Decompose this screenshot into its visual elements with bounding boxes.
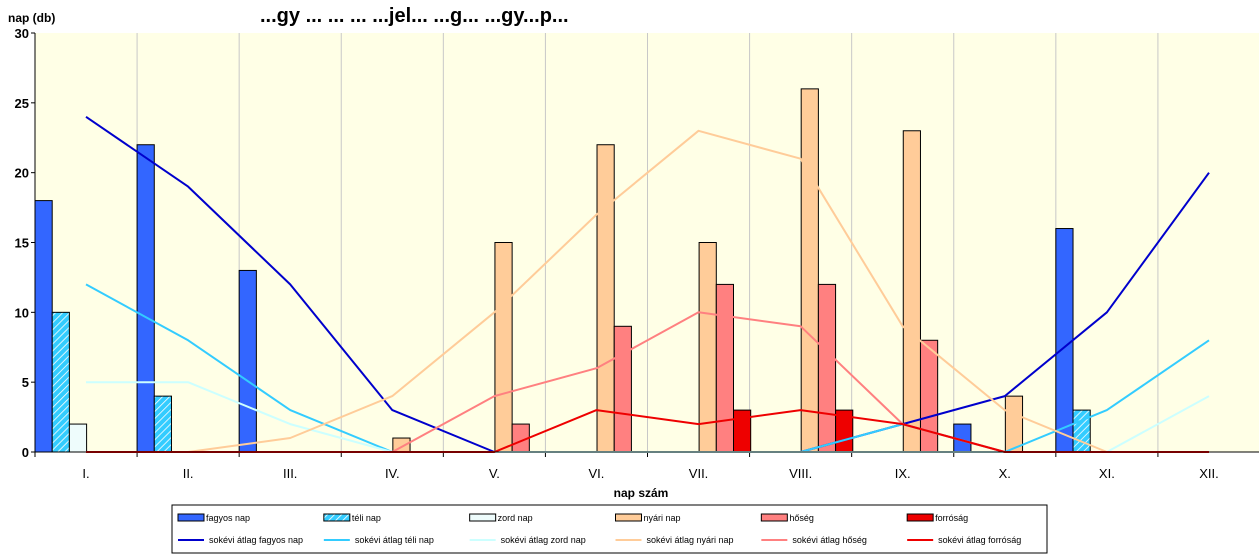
bar-téli-nap (1072, 409, 1091, 453)
x-tick-label: I. (82, 466, 89, 481)
legend-swatch-hőség (760, 513, 788, 522)
bar-fagyos-nap (136, 144, 155, 453)
legend-label-téli-nap: téli nap (352, 513, 381, 523)
legend-label-sokévi-átlag-téli-nap: sokévi átlag téli nap (355, 535, 434, 545)
chart-title: ...gy ... ... ... ...jel... ...g... ...g… (260, 5, 569, 27)
bar-hőség (817, 283, 837, 453)
legend-label-sokévi-átlag-fagyos-nap: sokévi átlag fagyos nap (209, 535, 303, 545)
x-tick-label: IV. (385, 466, 400, 481)
legend-swatch-téli-nap (323, 513, 351, 522)
bar-nyári-nap (800, 88, 819, 453)
bar-téli-nap (51, 311, 70, 453)
y-tick-label: 25 (15, 96, 29, 111)
bar-fagyos-nap (34, 200, 53, 453)
line-sokévi-átlag-nyári-nap (86, 129, 1209, 453)
y-tick-label: 0 (22, 445, 29, 460)
legend: fagyos nap téli nap zord nap nyári nap hőség… (171, 504, 1048, 554)
x-tick-label: XII. (1199, 466, 1219, 481)
x-tick-label: IX. (895, 466, 911, 481)
y-tick-label: 10 (15, 305, 29, 320)
legend-label-sokévi-átlag-forróság: sokévi átlag forróság (938, 535, 1021, 545)
x-tick-label: VIII. (789, 466, 812, 481)
legend-label-sokévi-átlag-zord-nap: sokévi átlag zord nap (501, 535, 586, 545)
bar-nyári-nap (596, 144, 615, 453)
x-tick-label: VII. (689, 466, 709, 481)
x-tick-label: II. (183, 466, 194, 481)
x-tick-label: V. (489, 466, 500, 481)
bar-hőség (715, 283, 734, 453)
x-axis-label: nap szám (614, 486, 669, 500)
bar-nyári-nap (1004, 395, 1024, 453)
bar-hőség (919, 339, 939, 453)
bar-zord-nap (68, 423, 88, 453)
bar-nyári-nap (698, 242, 717, 453)
legend-label-hőség: hőség (789, 513, 814, 523)
legend-label-nyári-nap: nyári nap (644, 513, 681, 523)
y-tick-label: 20 (15, 166, 29, 181)
bar-fagyos-nap (238, 269, 257, 453)
legend-box (171, 504, 1048, 554)
x-tick-label: XI. (1099, 466, 1115, 481)
bar-hőség (613, 325, 632, 453)
legend-swatch-nyári-nap (615, 513, 642, 522)
legend-swatch-zord-nap (469, 513, 497, 522)
x-tick-label: X. (999, 466, 1011, 481)
y-axis-label: nap (db) (8, 11, 55, 25)
plot-area: 0 5 10 15 20 25 30 I. II. III. IV. V. VI. VII. VIII. IX… (15, 26, 1259, 481)
legend-label-sokévi-átlag-hőség: sokévi átlag hőség (792, 535, 867, 545)
y-tick-label: 5 (22, 375, 29, 390)
legend-swatch-fagyos-nap (177, 513, 205, 522)
y-tick-label: 15 (15, 236, 29, 251)
bar-fagyos-nap (1055, 228, 1074, 453)
legend-label-forróság: forróság (935, 513, 968, 523)
bar-téli-nap (153, 395, 172, 453)
legend-label-fagyos-nap: fagyos nap (206, 513, 250, 523)
x-tick-label: III. (283, 466, 297, 481)
bar-nyári-nap (902, 130, 921, 453)
y-tick-label: 30 (15, 26, 29, 41)
legend-label-sokévi-átlag-nyári-nap: sokévi átlag nyári nap (647, 535, 734, 545)
bar-nyári-nap (494, 242, 513, 453)
legend-swatch-forróság (906, 513, 934, 522)
x-tick-label: VI. (589, 466, 605, 481)
legend-label-zord-nap: zord nap (498, 513, 533, 523)
